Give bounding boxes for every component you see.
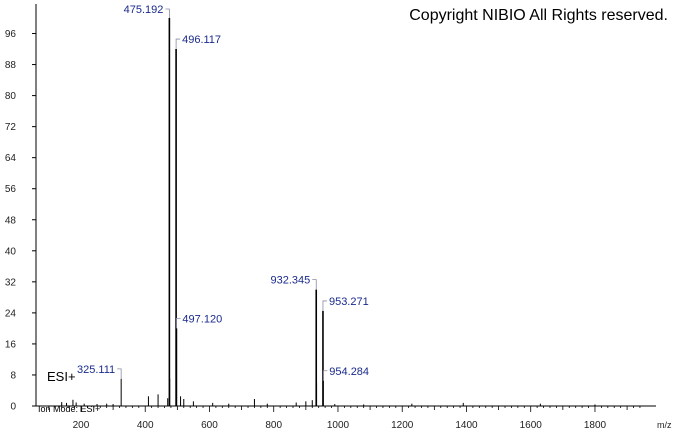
annotation-label: 953.271	[329, 296, 369, 308]
y-tick-label: 32	[5, 277, 17, 288]
peak-annotation: 953.271	[322, 296, 369, 311]
peak-annotations: 325.111 475.192 496.117 497.120 932.345 953.2…	[77, 4, 369, 381]
y-tick-label: 24	[5, 308, 17, 319]
y-tick-label: 64	[5, 153, 17, 164]
x-tick-label: 1600	[520, 420, 543, 431]
x-tick-label: 1400	[455, 420, 478, 431]
annotation-leader	[322, 300, 327, 311]
annotation-leader	[165, 8, 170, 18]
y-tick-label: 8	[10, 370, 16, 381]
peak-annotation: 475.192	[124, 4, 170, 18]
peak-annotation: 496.117	[175, 34, 221, 50]
peak-annotation: 497.120	[176, 313, 222, 329]
y-tick-label: 0	[10, 402, 16, 413]
x-tick-label: 800	[265, 420, 282, 431]
y-tick-label: 80	[5, 91, 17, 102]
y-tick-label: 40	[5, 246, 17, 257]
y-tick-label: 48	[5, 215, 17, 226]
ion-mode-label: Ion Mode: ESI+	[38, 404, 100, 414]
x-tick-label: 1800	[584, 420, 607, 431]
x-tick-label: 400	[137, 420, 154, 431]
y-tick-label: 16	[5, 339, 17, 350]
copyright-notice: Copyright NIBIO All Rights reserved.	[409, 7, 668, 24]
x-tick-label: 200	[73, 420, 90, 431]
annotation-label: 497.120	[182, 313, 222, 325]
y-tick-label: 56	[5, 184, 17, 195]
annotation-label: 475.192	[124, 4, 164, 16]
annotation-leader	[117, 368, 122, 379]
x-tick-label: 1000	[327, 420, 350, 431]
y-tick-label: 96	[5, 29, 17, 40]
x-tick-label: 1200	[391, 420, 414, 431]
y-tick-label: 72	[5, 122, 17, 133]
peak-annotation: 325.111	[77, 364, 122, 379]
annotation-leader	[176, 317, 181, 329]
peak-annotation: 932.345	[270, 275, 317, 290]
peaks	[61, 18, 596, 406]
x-axis-unit: m/z	[657, 420, 672, 430]
y-tick-label: 88	[5, 60, 17, 71]
annotation-leader	[175, 38, 181, 50]
x-axis: 200 400 600 800 1000 1200 1400 1600 1800 m/z	[36, 405, 672, 431]
annotation-label: 932.345	[270, 275, 310, 287]
x-tick-label: 600	[201, 420, 218, 431]
esi-label: ESI+	[47, 369, 76, 384]
y-axis: 0 8 16 24 32 40 48 56 64 72 80 88 96	[5, 4, 37, 413]
peak-annotation: 954.284	[322, 366, 369, 381]
annotation-leader	[312, 279, 317, 290]
annotation-label: 325.111	[77, 364, 115, 376]
annotation-leader	[322, 370, 328, 381]
annotation-label: 954.284	[329, 366, 369, 378]
annotation-label: 496.117	[182, 34, 221, 46]
